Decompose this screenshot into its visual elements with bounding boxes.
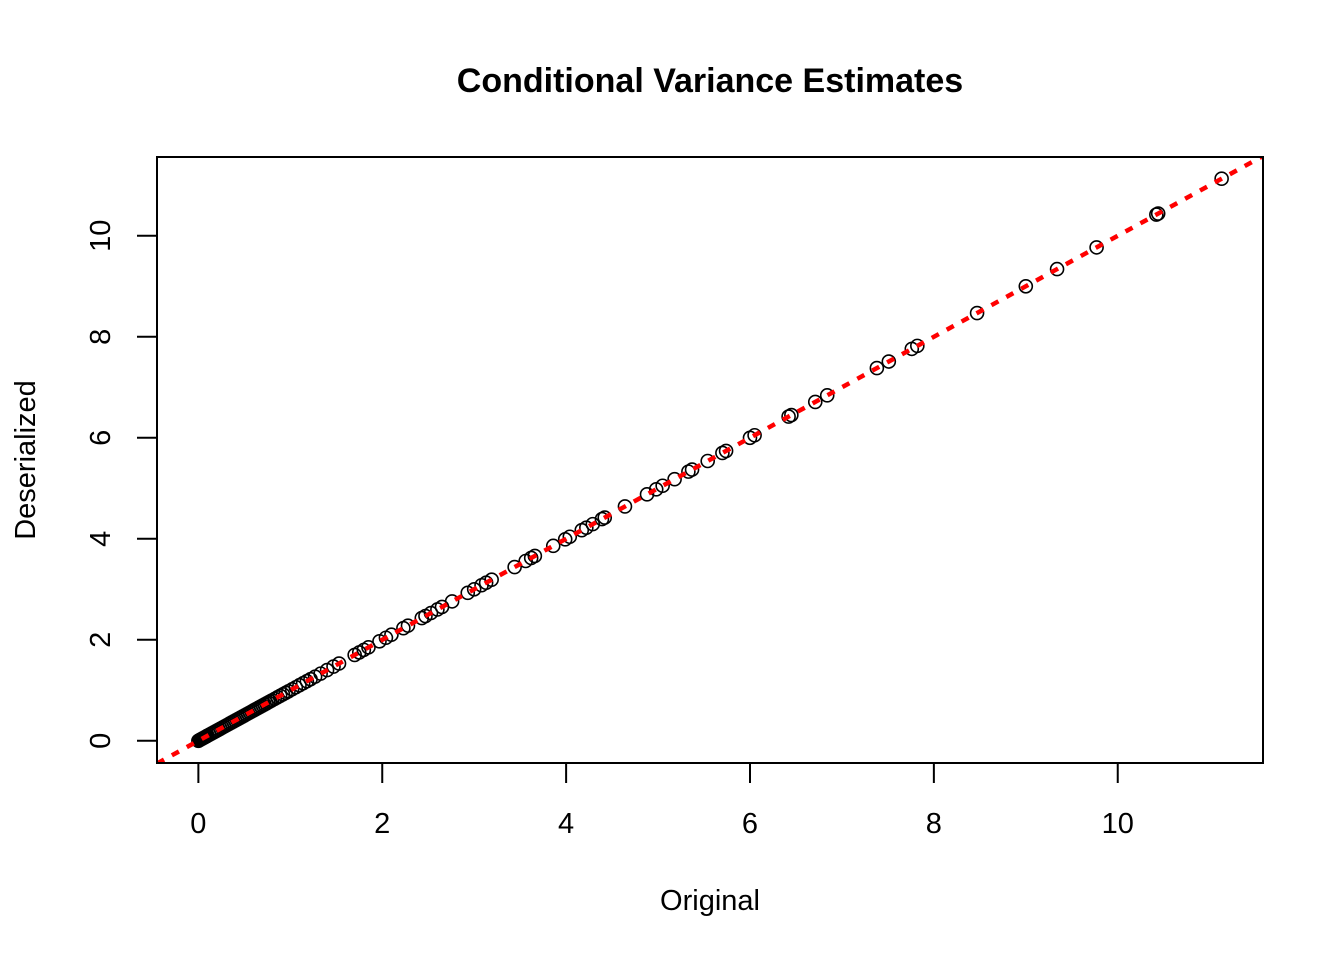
plot-area	[157, 157, 1263, 763]
data-point	[484, 572, 499, 587]
data-point	[869, 360, 885, 376]
data-point	[667, 471, 682, 487]
data-point	[684, 462, 700, 477]
data-point	[507, 559, 522, 575]
x-tick-label: 8	[926, 808, 942, 840]
x-tick-label: 6	[742, 808, 758, 840]
x-tick-label: 4	[558, 808, 574, 840]
data-point	[910, 338, 925, 354]
data-point	[617, 499, 633, 514]
data-point	[361, 640, 376, 655]
data-point	[1049, 261, 1065, 277]
data-point	[331, 656, 347, 671]
data-point	[1089, 240, 1104, 255]
x-tick-label: 0	[190, 808, 206, 840]
x-tick-label: 2	[374, 808, 390, 840]
data-point	[655, 478, 670, 494]
data-point	[718, 443, 734, 459]
data-point	[444, 594, 460, 609]
data-point	[466, 581, 482, 597]
data-point	[969, 305, 985, 321]
data-point	[784, 407, 799, 423]
data-point	[1150, 206, 1166, 221]
y-tick-label: 4	[85, 531, 117, 547]
y-axis-label: Deserialized	[10, 380, 42, 540]
x-axis-label: Original	[660, 885, 760, 917]
data-point	[400, 618, 416, 633]
data-point	[597, 510, 613, 525]
data-point	[594, 511, 610, 527]
y-tick-label: 10	[85, 220, 117, 252]
data-point	[700, 453, 716, 469]
data-point	[807, 394, 823, 410]
y-tick-label: 0	[85, 733, 117, 749]
data-point	[562, 529, 578, 545]
x-tick-label: 10	[1102, 808, 1134, 840]
data-point	[881, 354, 897, 369]
chart-title: Conditional Variance Estimates	[457, 62, 963, 100]
data-point	[527, 548, 543, 564]
data-point	[1018, 278, 1034, 294]
data-point	[747, 427, 762, 443]
data-point	[781, 409, 796, 424]
data-point	[384, 627, 399, 643]
y-tick-label: 2	[85, 632, 117, 648]
data-point	[1214, 171, 1229, 187]
data-point	[545, 538, 561, 554]
y-tick-label: 8	[85, 329, 117, 345]
reference-line	[157, 157, 1263, 763]
data-point	[819, 388, 835, 403]
y-tick-label: 6	[85, 430, 117, 446]
